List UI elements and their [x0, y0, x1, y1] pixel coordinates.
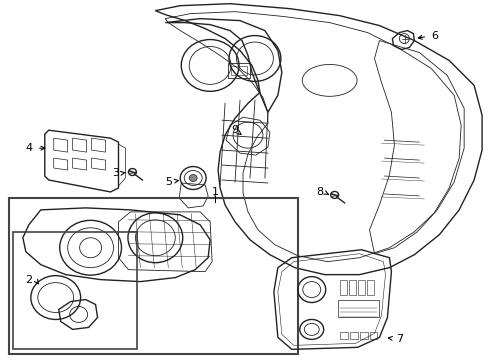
Text: 3: 3: [112, 168, 119, 178]
Bar: [369, 332, 377, 339]
Bar: [227, 63, 249, 78]
Text: 9: 9: [231, 125, 238, 135]
Bar: [359, 332, 367, 339]
Bar: [349, 332, 357, 339]
Bar: [339, 280, 346, 294]
Text: 1: 1: [211, 187, 218, 197]
Bar: [230, 67, 246, 75]
Text: 5: 5: [164, 177, 171, 187]
Bar: [337, 300, 379, 318]
Bar: [348, 280, 355, 294]
Ellipse shape: [189, 175, 197, 181]
Text: 4: 4: [25, 143, 32, 153]
Text: 2: 2: [25, 275, 32, 285]
Text: 7: 7: [395, 334, 402, 345]
Text: 6: 6: [430, 31, 437, 41]
Bar: [13, 232, 137, 349]
Bar: [339, 332, 347, 339]
Bar: [357, 280, 364, 294]
Bar: [366, 280, 373, 294]
Text: 8: 8: [316, 187, 323, 197]
Bar: [9, 198, 297, 354]
